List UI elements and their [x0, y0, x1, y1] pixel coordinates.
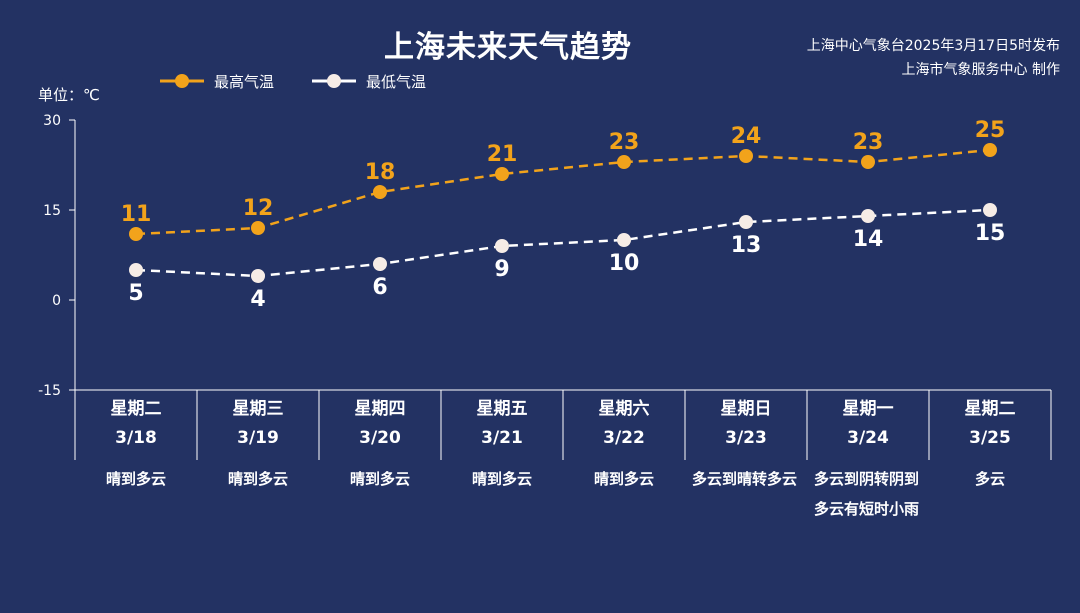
- legend-label-high: 最高气温: [214, 72, 275, 91]
- date-label: 3/24: [847, 428, 889, 448]
- data-point-low: [617, 233, 631, 247]
- data-label-high: 11: [121, 202, 152, 227]
- data-label-low: 13: [731, 233, 762, 258]
- day-column: 星期六 3/22: [563, 395, 685, 453]
- data-point-low: [861, 209, 875, 223]
- data-label-low: 9: [494, 257, 509, 282]
- date-label: 3/18: [115, 428, 157, 448]
- publisher-line-2: 上海市气象服务中心 制作: [901, 62, 1060, 78]
- weekday-label: 星期二: [964, 399, 1016, 419]
- day-column: 星期二 3/25: [929, 395, 1051, 453]
- series-line-low: [135, 208, 991, 278]
- data-label-high: 24: [731, 124, 762, 149]
- weekday-label: 星期六: [598, 399, 650, 419]
- weather-description: 晴到多云: [105, 470, 166, 488]
- unit-label: 单位：℃: [38, 86, 100, 104]
- data-point-high: [495, 167, 509, 181]
- data-point-low: [739, 215, 753, 229]
- chart-title: 上海未来天气趋势: [384, 30, 632, 65]
- data-point-low: [983, 203, 997, 217]
- data-point-high: [739, 149, 753, 163]
- day-column: 星期二 3/18: [75, 395, 197, 453]
- y-tick-label: 30: [43, 113, 61, 129]
- series-line-high: [135, 148, 991, 236]
- day-column: 星期四 3/20: [319, 395, 441, 453]
- weather-description: 多云到晴转多云: [692, 470, 798, 488]
- weekday-label: 星期五: [476, 399, 528, 419]
- date-label: 3/25: [969, 428, 1011, 448]
- legend-label-low: 最低气温: [366, 72, 427, 91]
- data-point-high: [861, 155, 875, 169]
- data-label-low: 15: [975, 221, 1006, 246]
- data-label-high: 23: [609, 130, 640, 155]
- weekday-label: 星期日: [720, 399, 772, 419]
- data-point-high: [129, 227, 143, 241]
- legend-item-low[interactable]: 最低气温: [312, 70, 426, 92]
- legend-low-line-icon: [312, 74, 356, 88]
- date-label: 3/22: [603, 428, 645, 448]
- data-point-high: [617, 155, 631, 169]
- data-point-high: [373, 185, 387, 199]
- weather-description: 多云到阴转阴到多云有短时小雨: [814, 470, 920, 518]
- data-label-high: 25: [975, 118, 1006, 143]
- data-label-low: 5: [128, 281, 143, 306]
- day-column: 星期日 3/23: [685, 395, 807, 453]
- weekday-label: 星期三: [232, 399, 284, 419]
- data-label-high: 12: [243, 196, 274, 221]
- data-point-low: [373, 257, 387, 271]
- data-label-low: 14: [853, 227, 884, 252]
- data-point-low: [251, 269, 265, 283]
- date-label: 3/19: [237, 428, 279, 448]
- date-label: 3/20: [359, 428, 401, 448]
- date-label: 3/21: [481, 428, 523, 448]
- weekday-label: 星期二: [110, 399, 162, 419]
- day-column: 星期五 3/21: [441, 395, 563, 453]
- publisher-line-1: 上海中心气象台2025年3月17日5时发布: [806, 38, 1060, 54]
- y-tick-label: -15: [38, 383, 61, 399]
- data-point-high: [251, 221, 265, 235]
- weekday-label: 星期四: [354, 399, 406, 419]
- data-point-high: [983, 143, 997, 157]
- data-point-low: [129, 263, 143, 277]
- data-label-high: 21: [487, 142, 518, 167]
- weekday-label: 星期一: [842, 399, 894, 419]
- weather-description: 晴到多云: [471, 470, 532, 488]
- y-tick-label: 15: [43, 203, 61, 219]
- weather-description: 多云: [974, 470, 1005, 488]
- date-label: 3/23: [725, 428, 767, 448]
- data-label-low: 4: [250, 287, 265, 312]
- data-label-low: 6: [372, 275, 387, 300]
- weather-description: 晴到多云: [593, 470, 654, 488]
- data-label-low: 10: [609, 251, 640, 276]
- weather-description: 晴到多云: [349, 470, 410, 488]
- legend-high-line-icon: [160, 74, 204, 88]
- data-point-low: [495, 239, 509, 253]
- publisher-info: 上海中心气象台2025年3月17日5时发布 上海市气象服务中心 制作: [807, 34, 1060, 82]
- y-tick-label: 0: [52, 293, 61, 309]
- legend-item-high[interactable]: 最高气温: [160, 70, 274, 92]
- data-label-high: 18: [365, 160, 396, 185]
- weather-description: 晴到多云: [227, 470, 288, 488]
- data-label-high: 23: [853, 130, 884, 155]
- day-column: 星期三 3/19: [197, 395, 319, 453]
- day-column: 星期一 3/24: [807, 395, 929, 453]
